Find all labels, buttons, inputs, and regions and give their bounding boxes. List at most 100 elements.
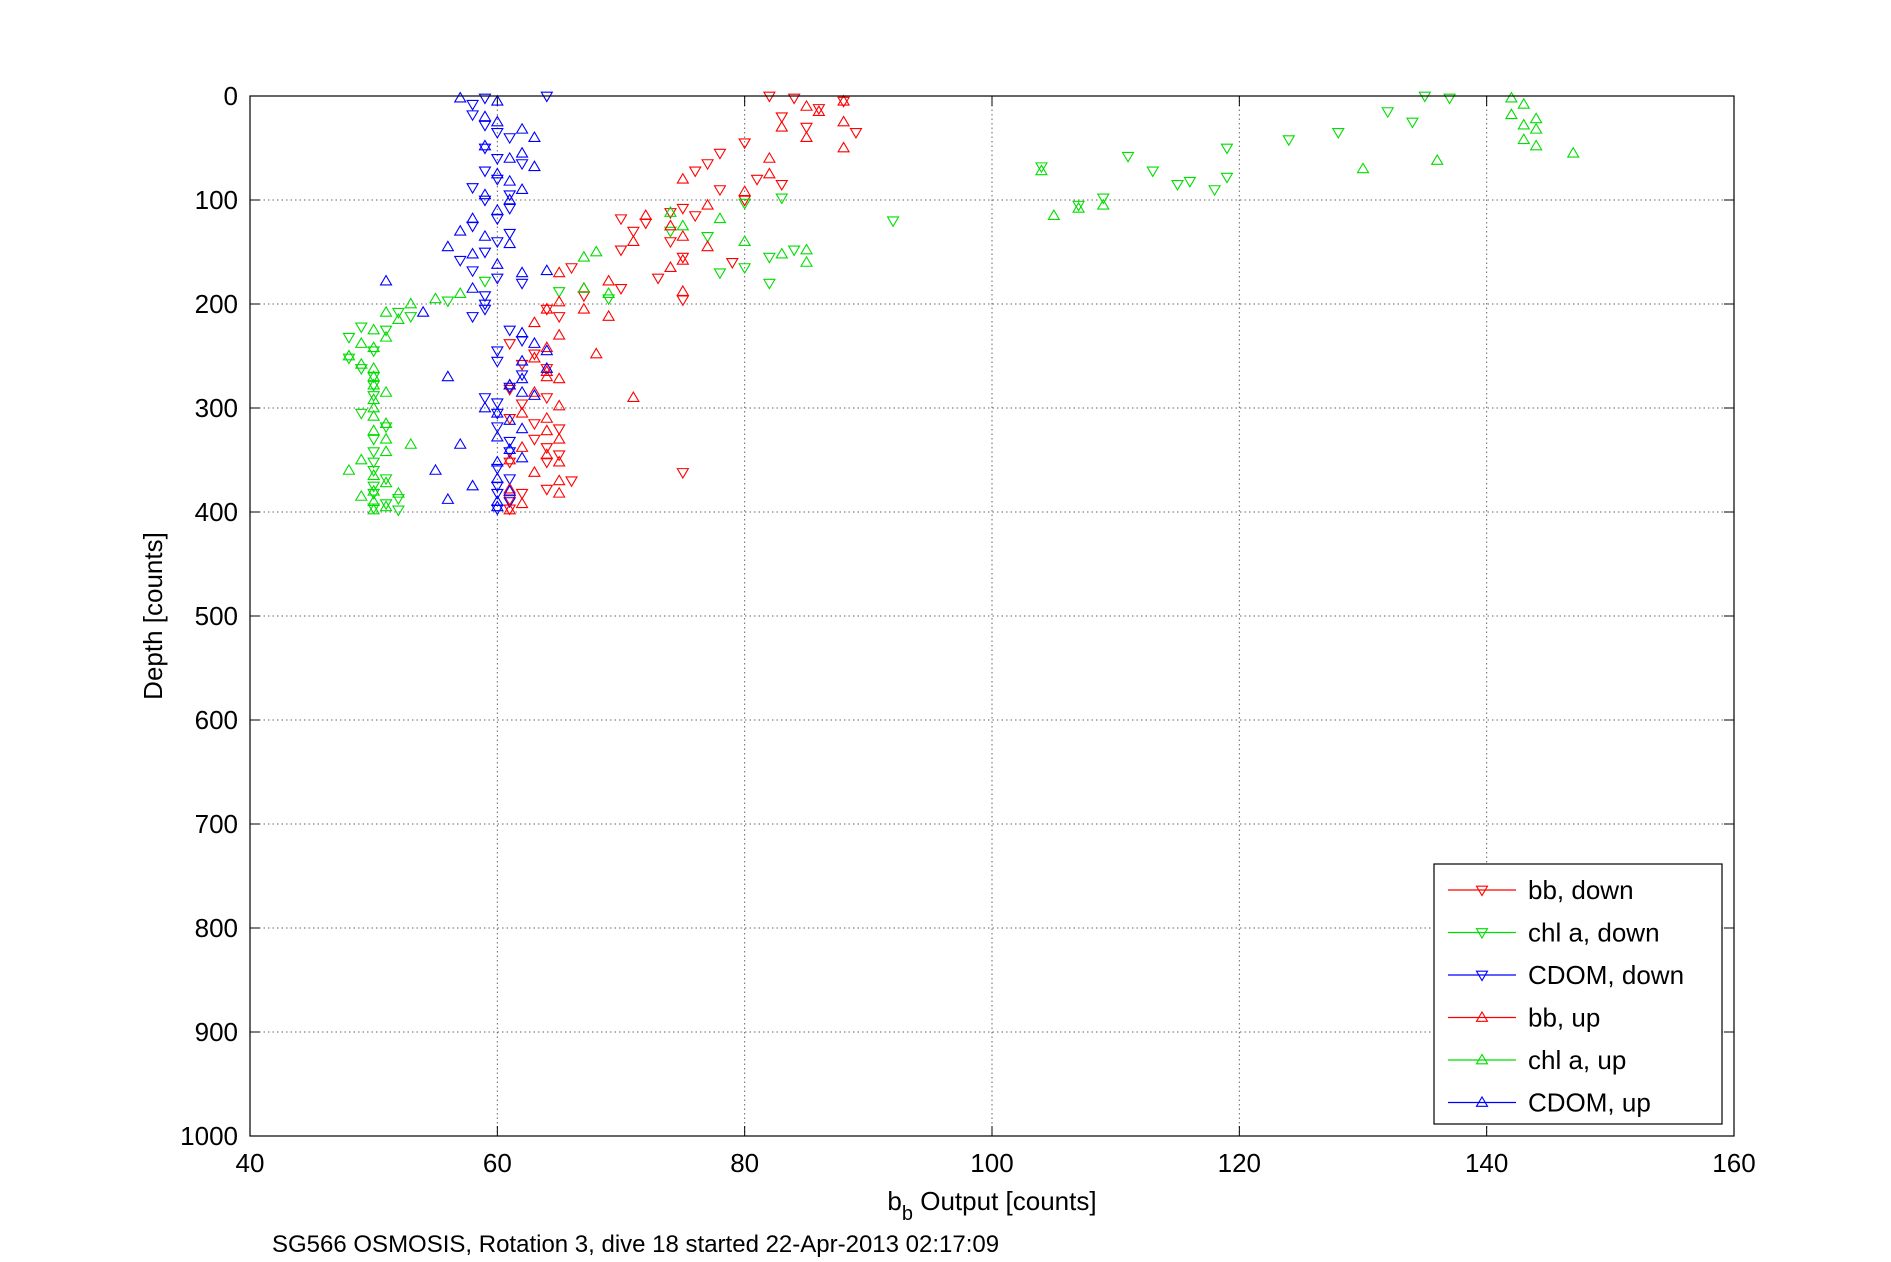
data-point	[466, 247, 480, 259]
data-point	[515, 266, 529, 278]
data-point	[478, 393, 492, 405]
data-point	[676, 253, 690, 265]
data-point	[367, 465, 381, 477]
data-point	[503, 495, 517, 507]
data-point	[750, 174, 764, 186]
data-point	[540, 370, 554, 382]
data-point	[379, 474, 393, 486]
data-point	[478, 139, 492, 151]
data-point	[527, 349, 541, 361]
data-point	[515, 385, 529, 397]
data-point	[1418, 91, 1432, 103]
legend-label: CDOM, up	[1528, 1088, 1651, 1118]
data-point	[1517, 97, 1531, 109]
x-axis-label-rest: Output [counts]	[913, 1186, 1097, 1216]
data-point	[342, 332, 356, 344]
data-point	[490, 472, 504, 484]
data-point	[738, 185, 752, 197]
y-tick-label: 400	[195, 497, 238, 527]
data-point	[503, 453, 517, 465]
data-point	[713, 148, 727, 160]
data-point	[515, 326, 529, 338]
data-point	[837, 96, 851, 108]
data-point	[354, 489, 368, 501]
x-tick-label: 100	[970, 1148, 1013, 1178]
data-point	[453, 255, 467, 267]
data-point	[354, 364, 368, 376]
data-point	[1566, 146, 1580, 158]
data-point	[490, 422, 504, 434]
data-point	[391, 494, 405, 506]
data-point	[503, 378, 517, 390]
data-point	[775, 193, 789, 205]
data-point	[503, 339, 517, 351]
data-point	[1035, 162, 1048, 174]
data-point	[515, 497, 529, 509]
y-tick-label: 500	[195, 601, 238, 631]
legend-item-cdom-down: CDOM, down	[1448, 960, 1684, 990]
data-point	[837, 94, 851, 106]
data-point	[651, 273, 665, 285]
data-point	[503, 228, 517, 240]
y-tick-label: 600	[195, 705, 238, 735]
data-point	[515, 372, 529, 384]
y-tick-label: 0	[224, 81, 238, 111]
data-point	[367, 380, 381, 392]
data-point	[515, 451, 529, 463]
data-point	[478, 229, 492, 241]
data-point	[354, 357, 368, 369]
legend-item-cdom-up: CDOM, up	[1448, 1088, 1651, 1118]
data-point	[379, 274, 393, 286]
data-point	[503, 193, 517, 205]
data-point	[602, 287, 616, 299]
data-point	[515, 422, 529, 434]
data-point	[552, 450, 566, 462]
data-point	[490, 273, 504, 285]
data-point	[775, 112, 789, 124]
data-point	[367, 434, 381, 446]
series-cdom-down	[453, 91, 554, 516]
data-point	[527, 336, 541, 348]
data-point	[379, 325, 393, 337]
series-cdom-up	[379, 91, 554, 512]
data-point	[478, 291, 492, 303]
data-point	[701, 240, 715, 252]
data-point	[552, 328, 566, 340]
data-point	[688, 166, 702, 178]
data-point	[490, 495, 504, 507]
data-point	[540, 264, 554, 276]
x-axis: 40 60 80 100 120 140 160	[236, 96, 1756, 1178]
data-point	[503, 190, 517, 202]
x-tick-label: 160	[1712, 1148, 1755, 1178]
data-point	[552, 432, 566, 444]
legend-marker	[1475, 885, 1489, 897]
chart-footer: SG566 OSMOSIS, Rotation 3, dive 18 start…	[272, 1231, 999, 1258]
data-point	[466, 281, 480, 293]
data-point	[367, 409, 381, 421]
data-point	[1356, 162, 1370, 174]
x-axis-label-main: b	[887, 1186, 901, 1216]
data-point	[602, 294, 616, 306]
data-point	[1430, 153, 1444, 165]
data-point	[1406, 117, 1419, 129]
data-point	[466, 212, 480, 224]
data-point	[540, 443, 554, 455]
data-point	[453, 224, 467, 236]
data-point	[342, 349, 356, 361]
data-point	[354, 336, 368, 348]
data-point	[527, 316, 541, 328]
legend-label: CDOM, down	[1528, 960, 1684, 990]
data-point	[404, 297, 418, 309]
data-point	[478, 195, 492, 207]
data-point	[490, 237, 504, 249]
data-point	[527, 160, 541, 172]
data-point	[676, 252, 690, 264]
data-point	[515, 406, 529, 418]
data-point	[367, 503, 381, 515]
data-point	[1443, 93, 1457, 105]
data-point	[540, 364, 554, 376]
data-point	[503, 436, 517, 448]
data-point	[589, 245, 603, 257]
data-point	[515, 399, 529, 411]
data-point	[466, 110, 480, 122]
